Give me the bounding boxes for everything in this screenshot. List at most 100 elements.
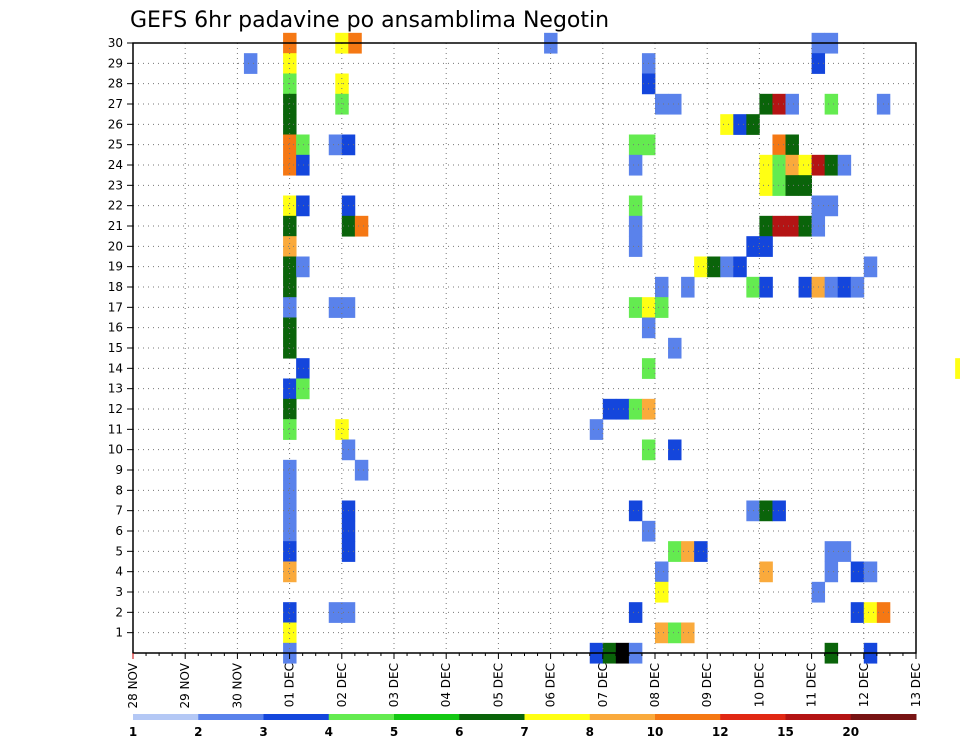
heatmap-cell — [628, 236, 643, 257]
heatmap-cell — [681, 622, 695, 644]
heatmap-cell — [772, 215, 786, 237]
heatmap-cell — [824, 276, 839, 298]
heatmap-cell — [283, 622, 297, 644]
colorbar-swatch — [655, 714, 721, 720]
x-tick-label: 06 DEC — [544, 663, 558, 707]
colorbar: 1 2 3 4 5 6 7 8 10 12 15 20 — [129, 714, 917, 739]
colorbar-swatch — [720, 714, 786, 720]
heatmap-cell — [759, 276, 773, 298]
heatmap-cell — [628, 398, 643, 420]
heatmap-cell — [863, 602, 878, 623]
colorbar-swatch — [524, 714, 591, 720]
heatmap-cell — [628, 195, 643, 217]
heatmap-cell — [655, 622, 669, 644]
heatmap-cell — [850, 602, 865, 623]
heatmap-cell — [283, 419, 297, 440]
x-tick-label: 29 NOV — [178, 662, 192, 708]
x-tick-label: 01 DEC — [283, 663, 297, 707]
y-tick-label: 1 — [115, 626, 123, 640]
heatmap-cell — [335, 93, 349, 115]
heatmap-cell — [694, 541, 708, 562]
y-tick-label: 24 — [108, 158, 123, 172]
y-tick-label: 12 — [108, 402, 123, 416]
colorbar-swatch — [589, 714, 656, 720]
heatmap-cell — [602, 398, 617, 420]
colorbar-label: 15 — [777, 725, 794, 739]
heatmap-cell — [296, 195, 310, 217]
heatmap-cell — [283, 154, 297, 176]
x-tick-label: 30 NOV — [230, 662, 244, 708]
y-tick-label: 25 — [108, 138, 123, 152]
y-tick-label: 15 — [108, 341, 123, 355]
heatmap-cell — [824, 195, 839, 217]
heatmap-cell — [785, 154, 799, 176]
heatmap-cell — [668, 337, 682, 359]
heatmap-cell — [798, 154, 812, 176]
y-tick-label: 4 — [115, 565, 123, 579]
y-tick-label: 22 — [108, 199, 123, 213]
heatmap-cells — [243, 32, 960, 664]
y-tick-label: 23 — [108, 178, 123, 192]
heatmap-cell — [296, 134, 310, 156]
heatmap-cell — [296, 256, 310, 278]
heatmap-cell — [283, 114, 297, 135]
heatmap-cell — [628, 215, 643, 237]
heatmap-cell — [720, 256, 734, 278]
y-tick-label: 8 — [115, 483, 123, 497]
y-tick-label: 30 — [108, 36, 123, 50]
x-tick-label: 03 DEC — [387, 663, 401, 707]
heatmap-cell — [759, 215, 773, 237]
y-axis: 1234567891011121314151617181920212223242… — [108, 36, 133, 640]
y-tick-label: 21 — [108, 219, 123, 233]
y-tick-label: 27 — [108, 97, 123, 111]
colorbar-swatch — [263, 714, 330, 720]
y-tick-label: 16 — [108, 321, 123, 335]
y-tick-label: 19 — [108, 260, 123, 274]
y-tick-label: 7 — [115, 504, 123, 518]
heatmap-cell — [668, 541, 682, 562]
heatmap-cell — [283, 317, 297, 339]
heatmap-cell — [283, 561, 297, 583]
colorbar-label: 6 — [455, 725, 463, 739]
heatmap-cell — [785, 134, 799, 156]
colorbar-swatch — [133, 714, 199, 720]
y-tick-label: 10 — [108, 443, 123, 457]
heatmap-cell — [283, 459, 297, 481]
heatmap-cell — [837, 154, 852, 176]
heatmap-cell — [328, 134, 343, 156]
heatmap-cell — [759, 93, 773, 115]
heatmap-cell — [837, 276, 852, 298]
colorbar-swatch — [850, 714, 917, 720]
heatmap-cell — [628, 134, 643, 156]
heatmap-cell — [243, 53, 258, 74]
heatmap-cell — [824, 541, 839, 562]
heatmap-cell — [296, 154, 310, 176]
heatmap-cell — [328, 297, 343, 318]
colorbar-swatch — [785, 714, 852, 720]
x-tick-label: 02 DEC — [335, 663, 349, 707]
heatmap-cell — [655, 581, 669, 603]
heatmap-cell — [283, 195, 297, 217]
x-tick-label: 28 NOV — [126, 662, 140, 708]
heatmap-cell — [785, 215, 799, 237]
heatmap-cell — [283, 236, 297, 257]
heatmap-cell — [955, 358, 960, 379]
heatmap-cell — [681, 541, 695, 562]
heatmap-cell — [668, 93, 682, 115]
heatmap-cell — [759, 236, 773, 257]
y-tick-label: 20 — [108, 239, 123, 253]
heatmap-cell — [850, 276, 865, 298]
heatmap-cell — [733, 114, 747, 135]
heatmap-cell — [733, 256, 747, 278]
heatmap-cell — [328, 602, 343, 623]
y-tick-label: 2 — [115, 605, 123, 619]
heatmap-cell — [283, 398, 297, 420]
heatmap-cell — [863, 561, 878, 583]
heatmap-cell — [283, 602, 297, 623]
colorbar-label: 10 — [647, 725, 664, 739]
x-tick-label: 07 DEC — [596, 663, 610, 707]
heatmap-cell — [850, 561, 865, 583]
heatmap-cell — [296, 378, 310, 400]
x-tick-label: 04 DEC — [439, 663, 453, 707]
